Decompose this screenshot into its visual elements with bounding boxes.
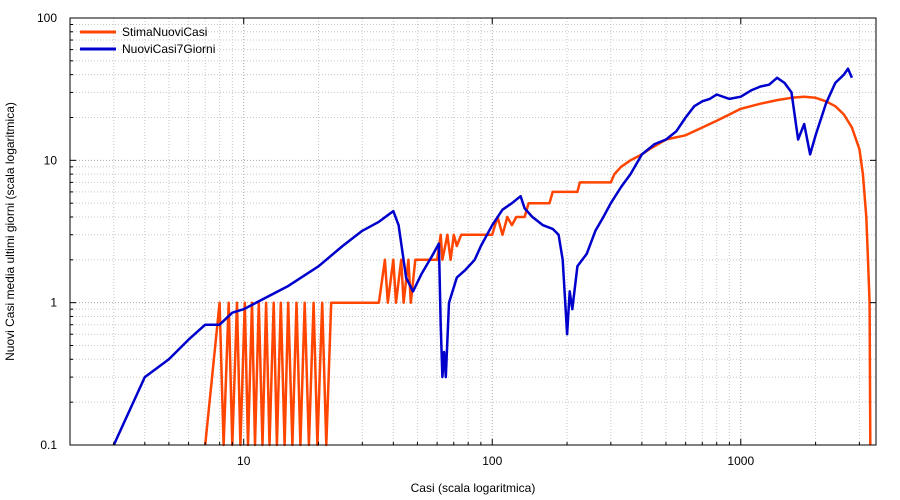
y-tick-label: 100: [37, 11, 57, 25]
x-tick-label: 100: [482, 454, 502, 468]
series-layer: [112, 67, 872, 447]
tick-layer: 10 100 1000 0.1 1 10 100: [37, 11, 876, 468]
grid-layer: [70, 18, 876, 445]
series-line-stimanuovicasi: [203, 95, 872, 447]
x-tick-label: 1000: [727, 454, 754, 468]
y-tick-label: 0.1: [40, 438, 57, 452]
y-axis-label: Nuovi Casi media ultimi giorni (scala lo…: [3, 102, 17, 361]
legend-label-stima: StimaNuoviCasi: [122, 25, 207, 39]
plot-frame: [69, 17, 877, 446]
x-axis-label: Casi (scala logaritmica): [411, 481, 536, 495]
y-tick-label: 10: [44, 153, 58, 167]
legend-label-nuovicasi: NuoviCasi7Giorni: [122, 42, 215, 56]
series-line-nuovicasi7giorni: [112, 67, 854, 446]
x-tick-label: 10: [237, 454, 251, 468]
y-tick-label: 1: [50, 296, 57, 310]
legend: StimaNuoviCasi NuoviCasi7Giorni: [80, 25, 215, 56]
